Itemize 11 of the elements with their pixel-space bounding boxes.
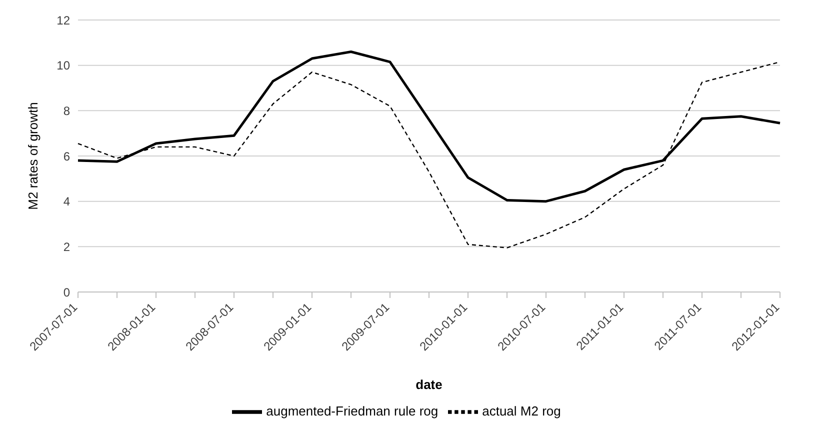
y-tick-label: 4: [63, 194, 70, 209]
y-tick-label: 10: [56, 58, 70, 73]
legend-label: actual M2 rog: [482, 403, 561, 418]
x-axis-title: date: [416, 377, 442, 392]
y-tick-label: 6: [63, 149, 70, 164]
y-tick-label: 0: [63, 285, 70, 300]
y-axis-title: M2 rates of growth: [26, 102, 41, 210]
y-tick-label: 12: [56, 13, 70, 28]
y-tick-label: 2: [63, 240, 70, 254]
y-tick-label: 8: [63, 104, 70, 118]
legend-label: augmented-Friedman rule rog: [266, 403, 438, 418]
